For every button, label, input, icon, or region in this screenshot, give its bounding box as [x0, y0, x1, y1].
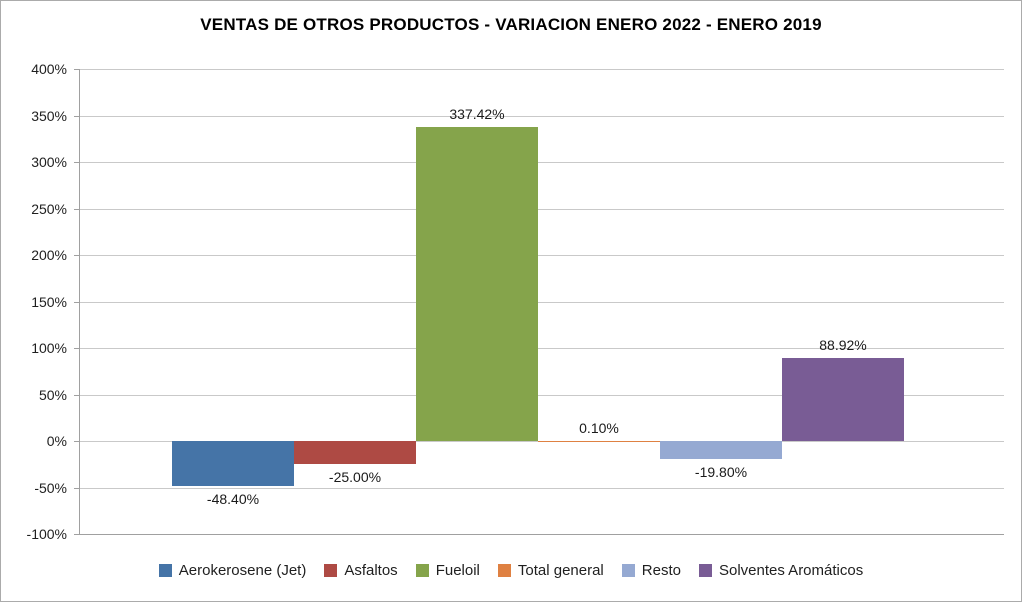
gridline: [79, 69, 1004, 70]
legend-swatch-icon: [497, 564, 511, 577]
bar-asfaltos: [294, 441, 416, 465]
chart-title: VENTAS DE OTROS PRODUCTOS - VARIACION EN…: [200, 15, 822, 34]
gridline: [79, 394, 1004, 396]
y-axis-line: [79, 69, 80, 535]
y-axis-tick-label: 100%: [31, 340, 67, 356]
y-axis-tick: [74, 441, 79, 442]
bar-value-label-aerokerosene-jet: -48.40%: [206, 491, 260, 507]
gridline: [79, 208, 1004, 210]
bar-total-general: [538, 440, 660, 442]
y-axis-tick-label: 0%: [46, 433, 67, 449]
y-axis-tick-label: 150%: [31, 293, 67, 310]
bar-value-label-total-general: 0.10%: [579, 419, 619, 436]
bar-value-label-resto: -19.80%: [694, 464, 748, 481]
legend-item-fueloil: Fueloil: [415, 562, 480, 579]
y-axis-tick: [74, 394, 79, 396]
legend-swatch-icon: [415, 564, 429, 577]
y-axis-tick-label: 50%: [38, 386, 67, 403]
y-axis-tick-label: 200%: [31, 247, 67, 263]
y-axis-tick-label: -100%: [26, 526, 67, 542]
gridline: [79, 162, 1004, 163]
y-axis-tick: [74, 255, 79, 256]
legend-item-asfaltos: Asfaltos: [324, 562, 398, 579]
legend-label: Aerokerosene (Jet): [178, 562, 307, 579]
legend-swatch-icon: [324, 564, 338, 577]
gridline: [79, 255, 1004, 256]
bar-value-label-fueloil: 337.42%: [449, 106, 505, 123]
legend: Aerokerosene (Jet) Asfaltos Fueloil Total g…: [1, 562, 1021, 579]
y-axis-tick: [74, 69, 79, 70]
legend-item-aerokerosene-jet: Aerokerosene (Jet): [158, 562, 307, 579]
y-axis-tick: [74, 534, 79, 535]
y-axis-tick-label: 350%: [31, 107, 67, 124]
gridline: [79, 487, 1004, 489]
legend-label: Asfaltos: [344, 562, 398, 579]
bar-resto: [660, 441, 782, 460]
y-axis-tick-label: 400%: [31, 61, 67, 77]
bar-value-label-asfaltos: -25.00%: [328, 469, 382, 486]
bar-value-label-solventes-aromaticos: 88.92%: [819, 337, 867, 354]
y-axis-tick-label: 250%: [31, 200, 67, 217]
legend-swatch-icon: [621, 564, 635, 577]
legend-swatch-icon: [158, 564, 172, 577]
legend-label: Solventes Aromáticos: [718, 562, 864, 579]
y-axis-tick: [74, 115, 79, 117]
y-axis-tick: [74, 348, 79, 349]
legend-item-solventes-aromaticos: Solventes Aromáticos: [698, 562, 864, 579]
legend-item-total-general: Total general: [497, 562, 604, 579]
y-axis-tick: [74, 487, 79, 489]
legend-label: Resto: [641, 562, 681, 579]
gridline: [79, 348, 1004, 349]
gridline: [79, 301, 1004, 303]
plot-area: -48.40% -25.00% 337.42% 0.10% -19.80% 88.92%: [79, 69, 1004, 535]
bar-solventes-aromaticos: [782, 358, 904, 441]
y-axis-tick-label: -50%: [34, 479, 67, 496]
bar-fueloil: [416, 127, 538, 441]
y-axis-tick-label: 300%: [31, 154, 67, 170]
y-axis-tick: [74, 208, 79, 210]
y-axis-tick: [74, 162, 79, 163]
legend-label: Total general: [517, 562, 604, 579]
legend-label: Fueloil: [435, 562, 480, 579]
legend-item-resto: Resto: [621, 562, 681, 579]
gridline: [79, 115, 1004, 117]
y-axis-tick: [74, 301, 79, 303]
gridline: [79, 534, 1004, 535]
legend-swatch-icon: [698, 564, 712, 577]
bar-aerokerosene-jet: [172, 441, 294, 486]
